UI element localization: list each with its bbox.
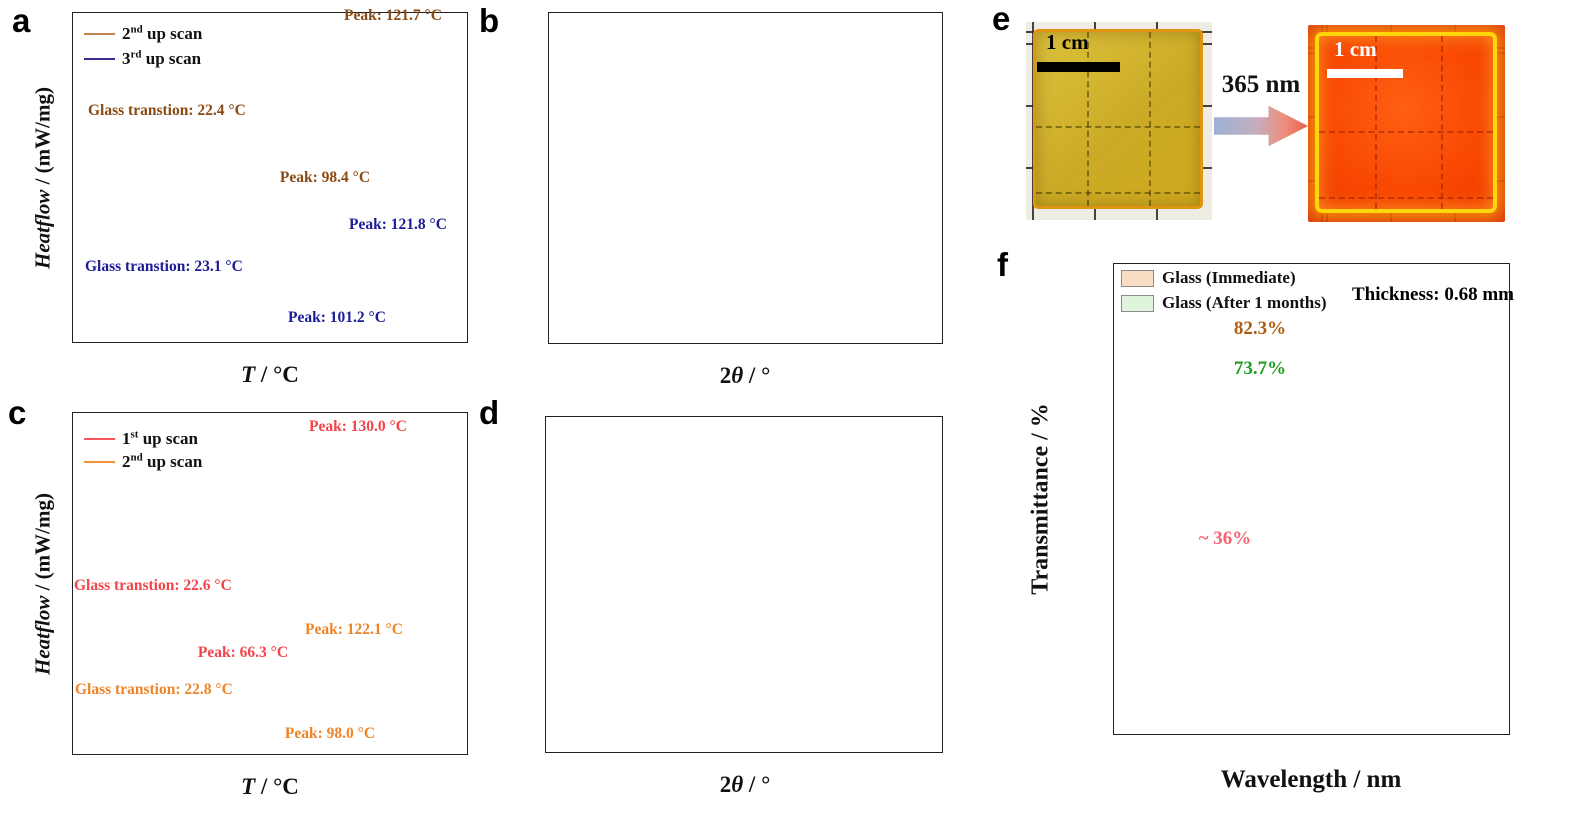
xrd-plot-d: [545, 416, 943, 753]
panel-label-b: b: [479, 2, 500, 39]
legend-item-glass-immediate: Glass (Immediate): [1121, 268, 1296, 288]
legend-label: Glass (Immediate): [1162, 268, 1296, 287]
legend-label: 2nd up scan: [122, 23, 203, 43]
panel-label-d: d: [479, 394, 500, 431]
annotation-cryst-peak-3rd: Peak: 101.2 °C: [288, 309, 386, 326]
photo-glass-ambient: 1 cm: [1026, 22, 1212, 220]
grid-dash-horizontal: [1036, 192, 1200, 195]
right-arrow-icon: [1214, 105, 1308, 147]
legend-item-2nd-up-scan-c: 2nd up scan: [84, 452, 202, 472]
axis-label-heatflow-c: Heatflow / (mW/mg): [30, 493, 55, 675]
annotation-cryst-peak-1st: Peak: 66.3 °C: [197, 644, 289, 661]
legend-line-swatch: [84, 58, 115, 60]
grid-dash-horizontal: [1319, 131, 1493, 134]
grid-dash-vertical: [1440, 36, 1443, 209]
axis-label-temperature-c: T / °C: [241, 774, 299, 799]
annotation-tg-3rd: Glass transtion: 23.1 °C: [85, 258, 243, 275]
photo-glass-uv: 1 cm: [1308, 25, 1505, 222]
axis-label-transmittance: Transmittance / %: [1027, 403, 1054, 595]
xrd-plot-b: [548, 12, 943, 344]
legend-fill-swatch: [1121, 294, 1154, 312]
annotation-cryst-peak-2ndc: Peak: 98.0 °C: [284, 725, 376, 742]
annotation-tg-2nd: Glass transtion: 22.4 °C: [88, 102, 246, 119]
axis-label-heatflow-a: Heatflow / (mW/mg): [30, 87, 55, 269]
legend-label: 3rd up scan: [122, 48, 202, 68]
annotation-melt-peak-2nd: Peak: 121.7 °C: [344, 7, 442, 24]
axis-label-2theta-b: 2θ / °: [719, 363, 771, 388]
grid-dash-vertical: [1374, 36, 1377, 209]
legend-item-glass-aged: Glass (After 1 months): [1121, 293, 1326, 313]
annotation-melt-peak-1st: Peak: 130.0 °C: [309, 418, 407, 435]
grid-dash-horizontal: [1036, 125, 1200, 128]
axis-label-temperature-a: T / °C: [241, 362, 299, 387]
axis-label-wavelength: Wavelength / nm: [1220, 766, 1402, 793]
scale-bar: [1327, 69, 1403, 78]
panel-label-e: e: [992, 0, 1011, 37]
annotation-tg-1st: Glass transtion: 22.6 °C: [74, 577, 232, 594]
legend-line-swatch: [84, 33, 115, 35]
legend-label: Glass (After 1 months): [1162, 293, 1327, 312]
legend-label: 1st up scan: [122, 428, 198, 448]
annotation-cryst-peak-2nd: Peak: 98.4 °C: [279, 169, 371, 186]
axis-label-2theta-d: 2θ / °: [719, 772, 771, 797]
legend-fill-swatch: [1121, 269, 1154, 287]
legend-item-2nd-up-scan: 2nd up scan: [84, 24, 202, 44]
legend-line-swatch: [84, 438, 115, 440]
scale-bar-label: 1 cm: [1334, 37, 1377, 61]
panel-label-a: a: [12, 2, 31, 39]
glass-sample-orange: [1315, 32, 1497, 213]
legend-label: 2nd up scan: [122, 451, 203, 471]
grid-dash-vertical: [1086, 32, 1089, 206]
grid-dash-horizontal: [1319, 196, 1493, 199]
uv-wavelength-label: 365 nm: [1221, 71, 1301, 98]
annotation-transmittance-hi: 82.3%: [1233, 318, 1287, 339]
legend-item-3rd-up-scan: 3rd up scan: [84, 49, 201, 69]
annotation-tg-2ndc: Glass transtion: 22.8 °C: [75, 681, 233, 698]
scale-bar-label: 1 cm: [1046, 30, 1089, 54]
annotation-melt-peak-2ndc: Peak: 122.1 °C: [305, 621, 403, 638]
glass-sample-yellow: [1033, 29, 1203, 209]
annotation-melt-peak-3rd: Peak: 121.8 °C: [349, 216, 447, 233]
annotation-transmittance-lo: 73.7%: [1233, 358, 1287, 379]
grid-dash-vertical: [1149, 32, 1152, 206]
scale-bar: [1037, 62, 1120, 72]
annotation-thickness: Thickness: 0.68 mm: [1351, 284, 1514, 305]
legend-item-1st-up-scan: 1st up scan: [84, 429, 198, 449]
annotation-uv-plateau: ~ 36%: [1198, 528, 1252, 549]
legend-line-swatch: [84, 461, 115, 463]
panel-label-c: c: [8, 394, 27, 431]
panel-label-f: f: [997, 246, 1008, 283]
